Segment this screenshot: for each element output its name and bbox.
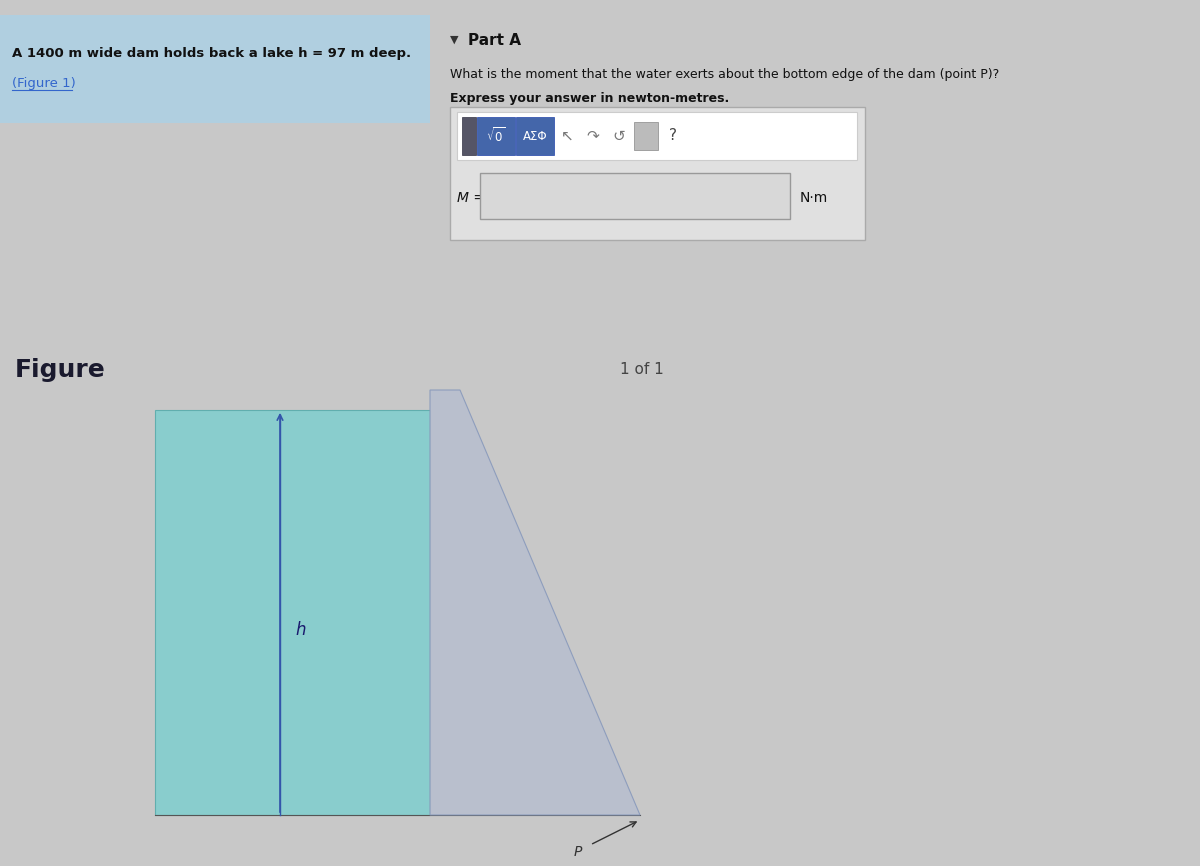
Text: $\sqrt{0}$: $\sqrt{0}$ [486,126,505,145]
Text: P: P [574,845,582,859]
Bar [634,122,658,150]
Text: ΑΣΦ: ΑΣΦ [523,130,547,143]
Text: Express your answer in newton-metres.: Express your answer in newton-metres. [450,92,730,105]
Bar [462,117,476,155]
Bar [155,410,430,815]
Bar [480,173,790,219]
Bar [450,107,865,240]
Text: 1 of 1: 1 of 1 [620,362,664,377]
Text: (Figure 1): (Figure 1) [12,77,76,90]
Text: h: h [295,621,306,639]
Text: ?: ? [670,128,677,144]
Bar [516,117,554,155]
Polygon shape [430,390,640,815]
Bar [0,15,430,123]
Bar [457,112,857,160]
Bar [478,117,515,155]
Text: M =: M = [457,191,485,205]
Text: A 1400 m wide dam holds back a lake h = 97 m deep.: A 1400 m wide dam holds back a lake h = … [12,47,412,60]
Text: N·m: N·m [800,191,828,205]
Text: What is the moment that the water exerts about the bottom edge of the dam (point: What is the moment that the water exerts… [450,68,1000,81]
Text: Part A: Part A [468,33,521,48]
Text: ↺: ↺ [613,128,625,144]
Text: ↷: ↷ [587,128,599,144]
Text: ↖: ↖ [560,128,574,144]
Text: Figure: Figure [14,358,106,382]
Text: ▼: ▼ [450,35,458,45]
